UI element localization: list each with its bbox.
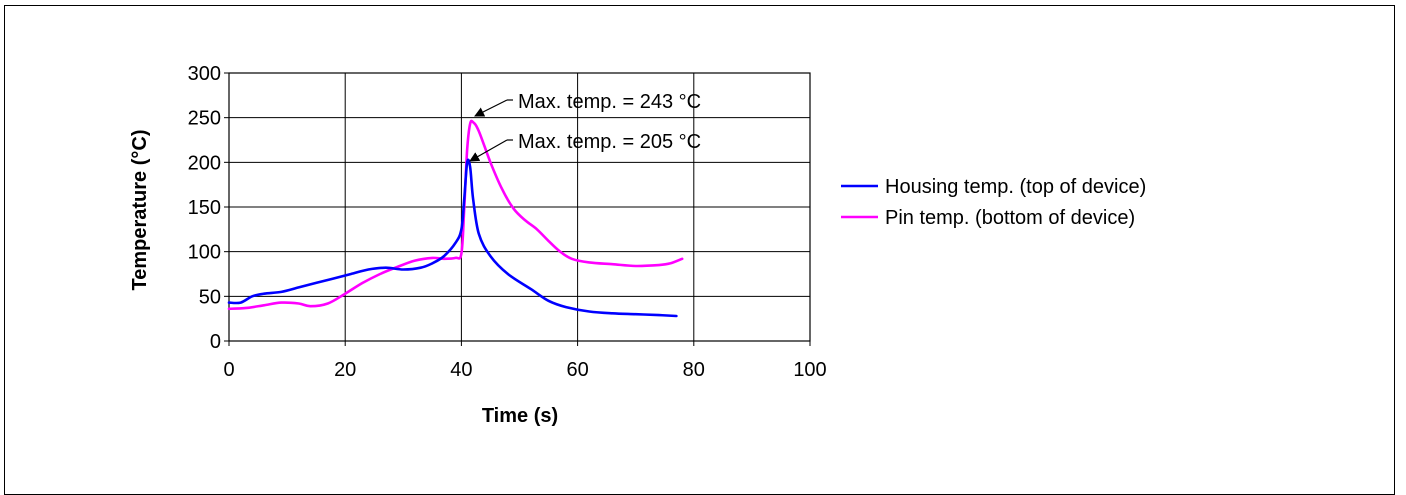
x-tick-label: 60 (566, 359, 588, 381)
x-tick-label: 20 (334, 359, 356, 381)
tick-layer: 0 20 40 60 80 100 0 50 100 150 200 250 300 (188, 63, 827, 381)
x-tick-label: 40 (450, 359, 472, 381)
legend-label: Housing temp. (top of device) (885, 176, 1146, 198)
series-line-housing (227, 158, 678, 318)
series-line-pin (227, 119, 684, 311)
series-layer (227, 119, 684, 318)
x-tick-label: 0 (223, 359, 234, 381)
y-tick-label: 50 (199, 286, 221, 308)
annotation-label: Max. temp. = 205 °C (518, 131, 701, 153)
grid-layer (228, 72, 811, 342)
x-axis-title: Time (s) (482, 405, 558, 427)
y-axis-title: Temperature (°C) (129, 130, 151, 291)
y-tick-label: 250 (188, 108, 221, 130)
y-tick-label: 100 (188, 242, 221, 264)
y-tick-label: 150 (188, 197, 221, 219)
legend: Housing temp. (top of device) Pin temp. (… (841, 176, 1146, 229)
y-tick-label: 0 (210, 331, 221, 353)
y-tick-label: 200 (188, 152, 221, 174)
chart-svg: 0 20 40 60 80 100 0 50 100 150 200 250 300 Max. temp… (129, 63, 1146, 427)
x-tick-label: 100 (793, 359, 826, 381)
annotation-arrow (469, 139, 508, 162)
x-tick-label: 80 (683, 359, 705, 381)
legend-label: Pin temp. (bottom of device) (885, 207, 1135, 229)
annotation-label: Max. temp. = 243 °C (518, 91, 701, 113)
annotation-arrow (474, 99, 508, 117)
annotation-layer: Max. temp. = 243 °C Max. temp. = 205 °C (469, 91, 701, 162)
y-tick-label: 300 (188, 63, 221, 85)
